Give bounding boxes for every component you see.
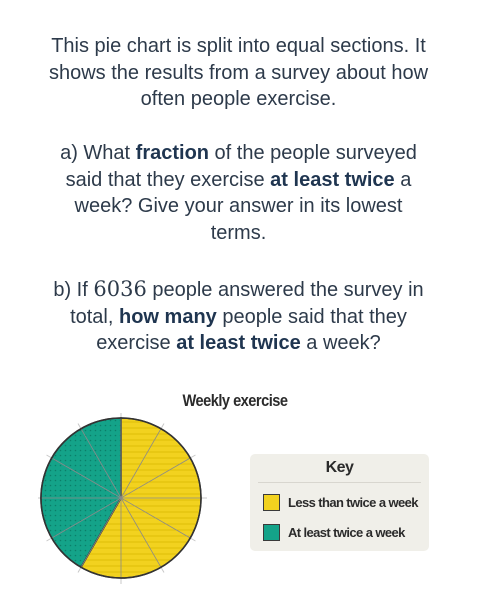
legend-divider (258, 482, 421, 483)
question-a-line: terms. (210, 221, 267, 244)
pie-section-divider (120, 497, 162, 568)
pie-chart (38, 413, 207, 584)
intro-line: often people exercise. (140, 88, 337, 110)
pie-section-divider (120, 457, 191, 499)
pie-section-divider (120, 428, 162, 499)
legend-label: At least twice a week (288, 524, 405, 540)
question-a-line: a) What fraction of the people surveyed (60, 142, 417, 164)
question-b: b) If 6036 people answered the survey in… (0, 276, 477, 357)
pie-section-dividers (40, 417, 202, 579)
question-b-line: total, how many people said that they (70, 305, 407, 328)
question-a: a) What fraction of the people surveyed … (0, 140, 477, 246)
question-b-line: b) If 6036 people answered the survey in (53, 277, 424, 301)
legend-swatch-yellow (263, 493, 280, 511)
survey-total: 6036 (93, 277, 147, 301)
question-a-line: said that they exercise at least twice a (65, 168, 412, 191)
chart-title: Weekly exercise (182, 391, 288, 410)
pie-section-divider (80, 428, 122, 499)
pie-section-divider (80, 497, 122, 568)
pie-section-divider (120, 497, 191, 539)
pie-outline (40, 417, 202, 579)
intro-text: This pie chart is split into equal secti… (0, 33, 477, 113)
legend-swatch-green (263, 523, 280, 541)
intro-line: shows the results from a survey about ho… (48, 61, 429, 84)
question-a-line: week? Give your answer in its lowest (74, 195, 403, 217)
chart-legend: Key Less than twice a week At least twic… (250, 454, 429, 551)
legend-item: At least twice a week (263, 522, 405, 542)
pie-section-divider (51, 497, 122, 539)
legend-title: Key (325, 459, 354, 476)
legend-item: Less than twice a week (263, 492, 418, 512)
question-b-line: exercise at least twice a week? (96, 332, 381, 354)
pie-section-divider (51, 457, 122, 499)
intro-line: This pie chart is split into equal secti… (51, 35, 426, 57)
legend-label: Less than twice a week (288, 494, 418, 510)
